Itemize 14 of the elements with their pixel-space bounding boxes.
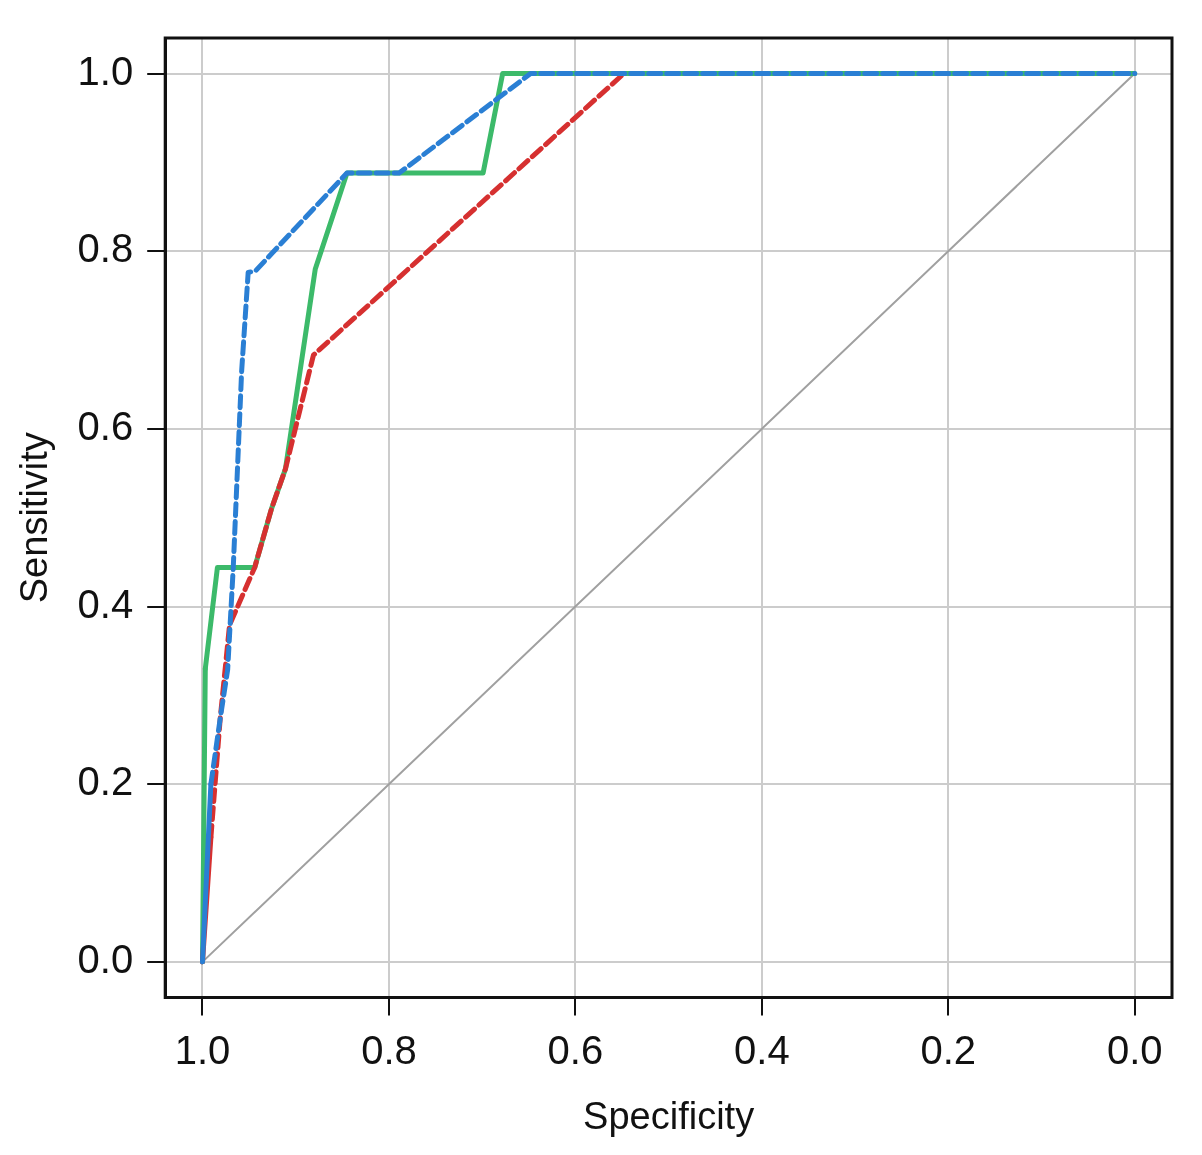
y-tick-label: 0.6: [77, 403, 134, 448]
x-tick-label: 1.0: [174, 1028, 231, 1073]
y-axis-title: Sensitivity: [13, 432, 56, 604]
y-tick-label: 1.0: [77, 48, 134, 93]
x-tick-label: 0.4: [734, 1028, 790, 1073]
y-tick-label: 0.2: [77, 759, 134, 804]
x-tick-label: 0.0: [1106, 1028, 1163, 1073]
x-tick-label: 0.6: [547, 1028, 604, 1073]
y-tick-label: 0.4: [77, 581, 134, 626]
y-tick-label: 0.0: [77, 936, 134, 981]
y-tick-label: 0.8: [77, 226, 134, 271]
x-tick-label: 0.2: [920, 1028, 977, 1073]
x-tick-label: 0.8: [361, 1028, 417, 1073]
x-axis-title: Specificity: [583, 1094, 755, 1137]
